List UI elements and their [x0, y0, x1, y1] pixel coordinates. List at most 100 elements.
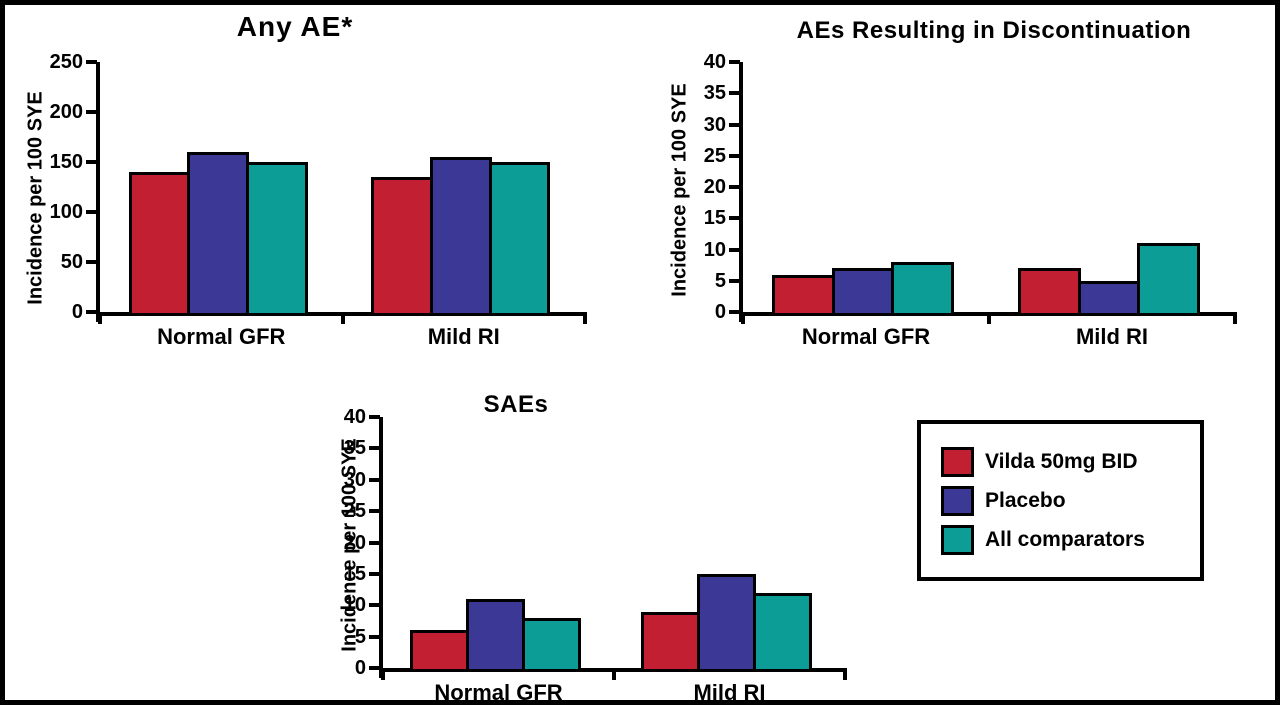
legend-label-vilda: Vilda 50mg BID: [985, 449, 1138, 473]
legend-swatch-vilda-icon: [941, 446, 974, 477]
bar-vilda-50mg-bid-normal-gfr: [410, 630, 470, 672]
y-tick-mark: [86, 110, 97, 114]
y-tick-label: 0: [714, 301, 726, 323]
x-axis-tick-mark: [612, 668, 616, 680]
bar-placebo-normal-gfr: [831, 268, 895, 316]
x-axis-tick-mark: [583, 312, 587, 324]
plot-area-aes-discontinuation: 0 5 10 15 20 25 30 35 40 Normal GFR Mild RI: [704, 52, 1237, 349]
bar-vilda-50mg-bid-normal-gfr: [772, 274, 835, 316]
y-tick-label: 5: [714, 269, 726, 292]
bar-all-comparators-mild-ri: [752, 592, 812, 672]
legend-label-comparators: All comparators: [985, 527, 1145, 551]
y-axis-label: Incidence per 100 SYE: [338, 438, 361, 652]
chart-saes: SAEs Incidence per 100 SYE 0 5 10 15 20 25 30 3…: [5, 5, 1275, 700]
legend-label-placebo: Placebo: [985, 488, 1066, 512]
x-category-label-normal-gfr: Normal GFR: [157, 324, 286, 349]
bar-vilda-50mg-bid-mild-ri: [641, 611, 701, 672]
y-tick-label: 20: [703, 176, 726, 198]
y-tick-mark: [729, 216, 740, 221]
y-tick-mark: [729, 310, 740, 314]
y-tick-mark: [86, 60, 97, 64]
y-tick-mark: [369, 446, 380, 451]
bar-all-comparators-normal-gfr: [246, 162, 308, 316]
y-tick-label: 30: [343, 468, 366, 491]
bar-placebo-mild-ri: [1077, 280, 1141, 316]
y-tick-mark: [729, 278, 740, 283]
y-tick-mark: [369, 571, 380, 576]
y-tick-label: 40: [343, 406, 366, 428]
x-category-label-mild-ri: Mild RI: [693, 680, 766, 705]
y-tick-mark: [86, 210, 97, 214]
y-tick-label: 5: [354, 625, 366, 648]
bar-vilda-50mg-bid-normal-gfr: [128, 172, 191, 316]
y-tick-mark: [369, 666, 380, 670]
legend-swatch-comparators-icon: [941, 524, 974, 555]
y-tick-mark: [86, 260, 97, 264]
y-tick-label: 35: [703, 82, 726, 105]
x-axis-tick-mark: [843, 668, 847, 680]
y-axis-line: [739, 62, 743, 322]
y-tick-mark: [729, 247, 740, 252]
chart-any-ae: Any AE* Incidence per 100 SYE 0 50 100 150 2…: [5, 5, 1275, 700]
bar-placebo-normal-gfr: [466, 598, 525, 672]
y-tick-label: 0: [71, 301, 83, 323]
x-axis-line: [739, 312, 1235, 316]
legend: Vilda 50mg BID Placebo All comparators: [917, 420, 1204, 581]
bar-all-comparators-mild-ri: [1137, 243, 1200, 316]
x-category-label-mild-ri: Mild RI: [1075, 324, 1149, 349]
y-tick-label: 15: [703, 207, 726, 230]
y-tick-label: 0: [354, 657, 366, 679]
y-tick-label: 15: [343, 562, 366, 585]
legend-item-placebo: Placebo: [941, 485, 1200, 516]
y-tick-mark: [369, 540, 380, 545]
y-tick-mark: [369, 477, 380, 482]
bar-all-comparators-normal-gfr: [891, 262, 954, 316]
y-tick-mark: [86, 310, 97, 314]
y-tick-mark: [86, 160, 97, 164]
x-axis-tick-mark: [340, 312, 345, 324]
y-axis-label: Incidence per 100 SYE: [24, 91, 47, 305]
x-axis-line: [379, 668, 845, 672]
bar-placebo-normal-gfr: [187, 152, 250, 316]
x-category-label-normal-gfr: Normal GFR: [801, 324, 931, 349]
y-tick-mark: [369, 603, 380, 608]
chart-title-any-ae: Any AE*: [236, 11, 354, 42]
y-tick-mark: [729, 153, 740, 158]
bar-placebo-mild-ri: [697, 573, 756, 672]
chart-title-saes: SAEs: [483, 391, 549, 418]
y-tick-label: 50: [60, 251, 83, 273]
y-tick-label: 40: [703, 51, 726, 73]
y-tick-mark: [369, 634, 380, 639]
x-category-label-normal-gfr: Normal GFR: [434, 680, 563, 705]
legend-item-comparators: All comparators: [941, 524, 1200, 555]
legend-item-vilda: Vilda 50mg BID: [941, 446, 1200, 477]
y-tick-label: 30: [703, 113, 726, 136]
x-axis-tick-mark: [1233, 312, 1237, 324]
y-tick-label: 10: [703, 238, 726, 261]
y-tick-mark: [729, 185, 740, 189]
bar-placebo-mild-ri: [429, 157, 492, 316]
bar-all-comparators-normal-gfr: [521, 617, 581, 672]
chart-title-aes-discontinuation: AEs Resulting in Discontinuation: [796, 17, 1192, 44]
y-tick-mark: [729, 122, 740, 127]
y-tick-label: 200: [49, 101, 83, 123]
y-tick-label: 150: [49, 151, 83, 173]
x-axis-tick-mark: [987, 312, 991, 324]
x-axis-tick-mark: [98, 312, 102, 324]
y-axis-line: [379, 417, 383, 678]
x-axis-tick-mark: [741, 312, 745, 324]
x-category-label-mild-ri: Mild RI: [427, 324, 500, 349]
y-tick-label: 100: [49, 201, 83, 223]
plot-area-saes: 0 5 10 15 20 25 30 35 40 Normal GFR Mild RI: [344, 407, 847, 700]
y-tick-mark: [729, 91, 740, 96]
bar-all-comparators-mild-ri: [488, 162, 551, 316]
y-axis-label: Incidence per 100 SYE: [668, 83, 691, 297]
plot-area-any-ae: 0 50 100 150 200 250 Normal GFR Mild RI: [50, 52, 587, 349]
y-tick-label: 35: [343, 437, 366, 460]
y-tick-label: 10: [343, 594, 366, 617]
y-tick-mark: [369, 509, 380, 514]
x-axis-line: [96, 312, 585, 316]
y-tick-label: 250: [49, 51, 83, 73]
bar-vilda-50mg-bid-mild-ri: [371, 177, 433, 316]
